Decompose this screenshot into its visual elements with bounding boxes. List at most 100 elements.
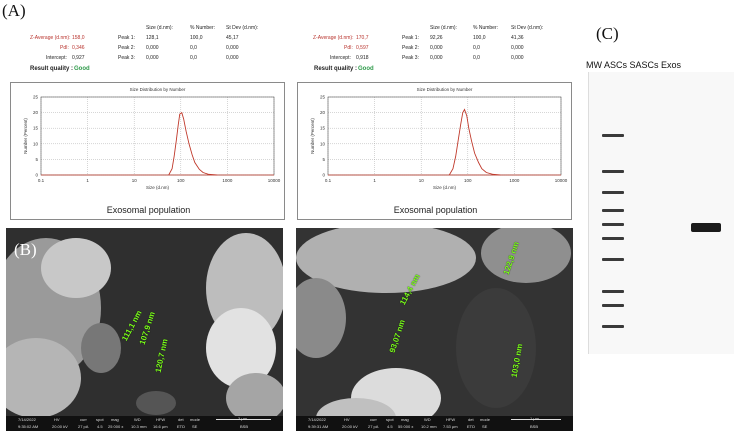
ladder-band bbox=[602, 304, 624, 307]
y-tick-label: 0 bbox=[35, 173, 38, 178]
chart-title: Size Distribution by Number bbox=[130, 87, 186, 92]
sem-wd: 10.3 mm bbox=[131, 424, 147, 429]
sem-hv: 20.00 kV bbox=[52, 424, 68, 429]
peak-1-stdev: 45,17 bbox=[226, 35, 239, 41]
col-size-header: Size (d.nm): bbox=[430, 25, 457, 31]
intercept-value: 0,918 bbox=[356, 55, 369, 61]
sem-scale-label: 1 µm bbox=[530, 416, 539, 421]
x-tick-label: 100 bbox=[177, 178, 185, 183]
size-distribution-chart: Size Distribution by Number 0 5 10 15 20 25 0.1… bbox=[23, 87, 281, 190]
peak-1-number: 100,0 bbox=[473, 35, 486, 41]
col-size-header: Size (d.nm): bbox=[146, 25, 173, 31]
peak-2-label: Peak 2: bbox=[118, 45, 135, 51]
sem-curr-label: curr bbox=[370, 417, 377, 422]
peak-1-stdev: 41,36 bbox=[511, 35, 524, 41]
ladder-band bbox=[602, 237, 624, 240]
dls-chart-box: Size Distribution by Number 0 5 10 15 20 25 0.1… bbox=[297, 82, 572, 220]
x-tick-label: 10 bbox=[419, 178, 425, 183]
peak-3-stdev: 0,000 bbox=[511, 55, 524, 61]
z-average-label: Z-Average (d.nm): bbox=[313, 35, 354, 41]
peak-1-size: 92,26 bbox=[430, 35, 443, 41]
sem-hfw-label: HFW bbox=[446, 417, 456, 422]
sem-texture bbox=[296, 228, 573, 431]
intercept-value: 0,927 bbox=[72, 55, 85, 61]
peak-1-size: 128,1 bbox=[146, 35, 159, 41]
sem-hfw: 16.6 µm bbox=[153, 424, 168, 429]
ladder-band bbox=[602, 209, 624, 212]
peak-3-number: 0,0 bbox=[190, 55, 197, 61]
pdi-label: PdI: bbox=[60, 45, 69, 51]
sem-scale-bar bbox=[216, 419, 271, 420]
exos-band bbox=[691, 223, 721, 232]
peak-2-size: 0,000 bbox=[430, 45, 443, 51]
sem-image-right: 114,4 nm 93,07 nm 122,9 nm 103,0 nm 7/14… bbox=[296, 228, 573, 431]
y-tick-label: 10 bbox=[33, 141, 39, 146]
peak-1-label: Peak 1: bbox=[118, 35, 135, 41]
y-tick-label: 5 bbox=[322, 157, 325, 162]
y-tick-label: 5 bbox=[35, 157, 38, 162]
sem-spot-label: spot bbox=[386, 417, 394, 422]
sem-hfw: 7.53 µm bbox=[443, 424, 458, 429]
distribution-line bbox=[448, 108, 501, 176]
peak-2-label: Peak 2: bbox=[402, 45, 419, 51]
z-average-value: 158,0 bbox=[72, 35, 85, 41]
sem-det-label: det bbox=[468, 417, 474, 422]
sem-curr-label: curr bbox=[80, 417, 87, 422]
sem-det-label: det bbox=[178, 417, 184, 422]
intercept-label: Intercept: bbox=[46, 55, 67, 61]
sem-info-bar: 7/14/2022 9:39:31 AM HV 20.00 kV curr 27… bbox=[296, 416, 573, 431]
y-tick-label: 20 bbox=[320, 110, 326, 115]
sem-time: 9:35:02 AM bbox=[18, 424, 39, 429]
chart-caption: Exosomal population bbox=[106, 205, 191, 215]
x-tick-label: 10 bbox=[132, 178, 138, 183]
x-tick-label: 10000 bbox=[268, 178, 281, 183]
distribution-line bbox=[168, 111, 218, 176]
peak-3-size: 0,000 bbox=[430, 55, 443, 61]
plot-frame bbox=[327, 96, 562, 176]
sem-hv-label: HV bbox=[54, 417, 60, 422]
peak-3-size: 0,000 bbox=[146, 55, 159, 61]
sem-mode: SE bbox=[192, 424, 198, 429]
dls-panel-right: Size (d.nm): % Number: St Dev (d.nm): Z-… bbox=[297, 0, 572, 225]
sem-scale-bar bbox=[511, 419, 561, 420]
dls-chart-box: Size Distribution by Number 0 5 10 15 20 25 0.1… bbox=[10, 82, 285, 220]
panel-label-a: (A) bbox=[2, 1, 26, 20]
sem-det: ETD bbox=[467, 424, 475, 429]
peak-2-size: 0,000 bbox=[146, 45, 159, 51]
z-average-label: Z-Average (d.nm): bbox=[30, 35, 71, 41]
y-tick-label: 25 bbox=[320, 95, 326, 100]
z-average-value: 170,7 bbox=[356, 35, 369, 41]
sem-scale-label: 3 µm bbox=[238, 416, 247, 421]
sem-mag-label: mag bbox=[401, 417, 409, 422]
y-tick-label: 25 bbox=[33, 95, 39, 100]
pdi-label: PdI: bbox=[344, 45, 353, 51]
sem-date: 7/14/2022 bbox=[18, 417, 36, 422]
sem-hv: 20.00 kV bbox=[342, 424, 358, 429]
ladder-band bbox=[602, 170, 624, 173]
ladder-band bbox=[602, 258, 624, 261]
intercept-label: Intercept: bbox=[330, 55, 351, 61]
size-distribution-chart: Size Distribution by Number 0 5 10 15 20 25 0.1… bbox=[310, 87, 568, 190]
peak-3-number: 0,0 bbox=[473, 55, 480, 61]
sem-mode: SE bbox=[482, 424, 488, 429]
ladder-band bbox=[602, 223, 624, 226]
sem-wd-label: WD bbox=[424, 417, 431, 422]
x-tick-label: 1 bbox=[373, 178, 376, 183]
sem-wd-label: WD bbox=[134, 417, 141, 422]
ladder-band bbox=[602, 191, 624, 194]
peak-3-label: Peak 3: bbox=[402, 55, 419, 61]
ladder-band bbox=[602, 290, 624, 293]
peak-1-number: 100,0 bbox=[190, 35, 203, 41]
x-tick-label: 0.1 bbox=[38, 178, 45, 183]
x-axis-label: Size (d.nm) bbox=[433, 185, 457, 190]
sem-date: 7/14/2022 bbox=[308, 417, 326, 422]
sem-spot: 4.5 bbox=[387, 424, 393, 429]
pdi-value: 0,346 bbox=[72, 45, 85, 51]
y-axis-label: Number (Percent) bbox=[310, 118, 315, 154]
y-tick-label: 10 bbox=[320, 141, 326, 146]
sem-mode-label: mode bbox=[480, 417, 491, 422]
sem-curr: 27 pA bbox=[78, 424, 89, 429]
result-quality-value: Good bbox=[358, 66, 374, 72]
peak-1-label: Peak 1: bbox=[402, 35, 419, 41]
sem-spot: 4.5 bbox=[97, 424, 103, 429]
